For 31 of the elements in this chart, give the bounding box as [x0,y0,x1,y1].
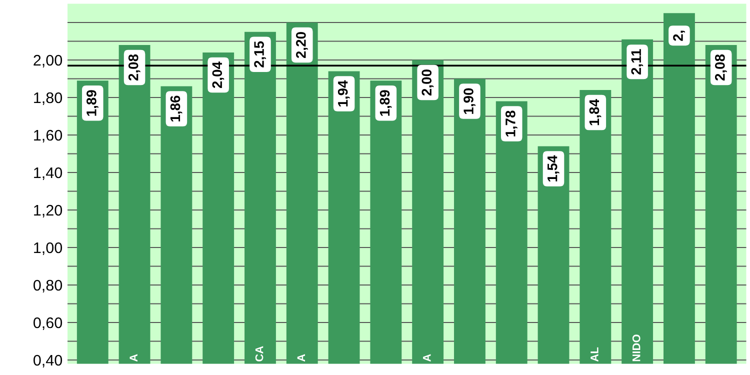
x-tick-label: A [423,354,431,362]
data-label: 2,08 [128,54,140,81]
data-label: 1,89 [380,90,392,116]
y-tick-label: 0,40 [34,354,62,368]
y-tick-label: 0,60 [34,317,62,330]
data-label: 1,86 [170,96,182,122]
y-tick-label: 1,20 [34,204,62,218]
data-label: 2,08 [715,54,727,81]
data-label: 2,00 [422,70,434,96]
y-tick-label: 1,40 [34,167,62,180]
x-tick-label: NIDO [632,334,640,362]
x-tick-label: A [297,354,306,362]
data-label: 1,94 [338,80,350,106]
data-label: 1,90 [464,88,476,114]
data-label: 1,89 [86,90,98,116]
data-label: 2,04 [212,62,224,88]
y-tick-label: 1,60 [34,130,62,142]
x-tick-label: A [130,354,138,362]
data-label: 1,54 [548,155,560,182]
x-tick-label: AL [590,347,598,362]
data-label: 1,84 [589,99,602,126]
data-label: 2, [673,30,685,41]
y-tick-label: 1,80 [34,92,62,105]
y-tick-label: 2,00 [34,54,62,68]
data-label: 2,11 [631,49,644,75]
y-tick-label: 1,00 [34,242,62,255]
data-label: 2,15 [254,41,266,68]
x-tick-label: CA [255,346,264,362]
y-tick-label: 0,80 [34,280,62,292]
data-label: 2,20 [296,32,308,58]
data-label: 1,78 [506,110,518,136]
